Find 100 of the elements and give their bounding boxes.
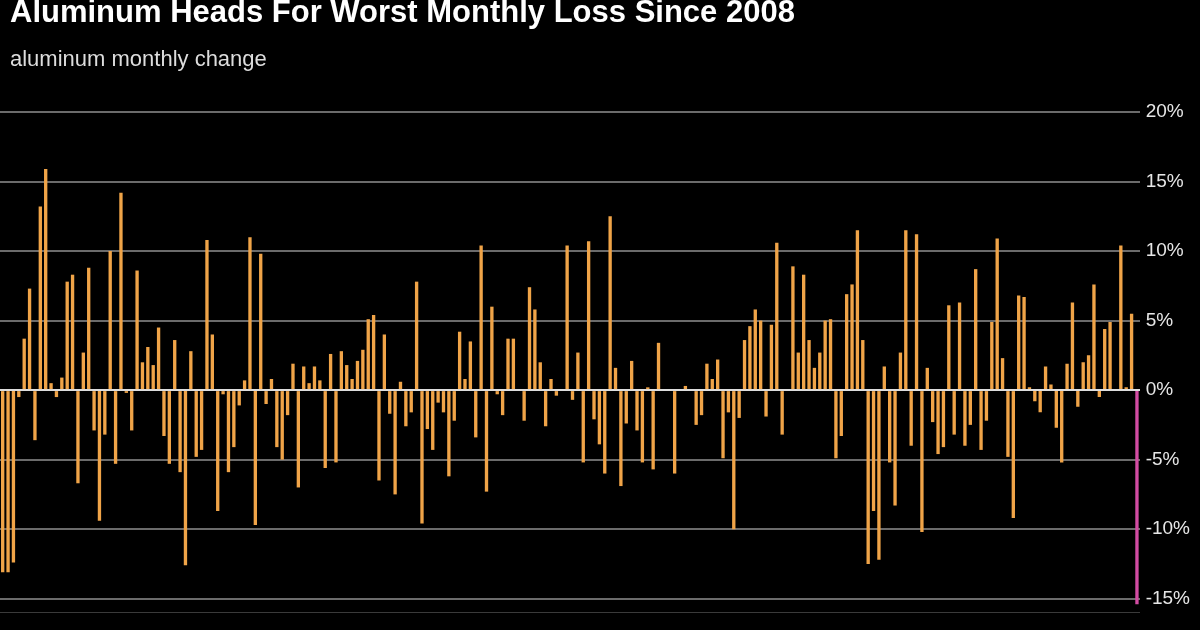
bar	[393, 391, 397, 495]
bar	[586, 241, 591, 390]
bar	[732, 391, 736, 530]
bar	[361, 349, 365, 390]
bar	[549, 378, 553, 390]
bar	[377, 391, 381, 481]
bar	[54, 391, 59, 398]
bar	[17, 391, 21, 398]
bar	[76, 391, 80, 484]
bar	[877, 391, 881, 560]
bar	[296, 391, 301, 488]
bar	[474, 391, 478, 438]
bar	[216, 391, 220, 512]
bar	[554, 391, 559, 396]
bar	[404, 391, 408, 427]
bar	[6, 391, 10, 573]
y-tick-label: 5%	[1145, 308, 1174, 330]
bar	[1081, 362, 1085, 390]
bar	[275, 391, 279, 448]
bar	[162, 391, 166, 436]
bar	[769, 324, 774, 390]
bar	[834, 391, 838, 459]
bar	[146, 347, 150, 390]
bar	[651, 391, 655, 470]
bar	[328, 353, 333, 390]
bar	[97, 391, 102, 521]
bar	[291, 363, 295, 390]
bar	[339, 351, 344, 390]
bar	[280, 391, 284, 460]
bar	[608, 216, 612, 390]
bar	[11, 391, 16, 563]
bar	[151, 365, 155, 390]
bar	[140, 362, 145, 390]
bar	[1, 391, 5, 573]
bar	[1103, 328, 1107, 390]
bar	[936, 391, 940, 455]
bar	[576, 352, 580, 390]
bar	[828, 319, 833, 390]
bar	[522, 391, 526, 421]
y-tick-label: -5%	[1145, 447, 1180, 469]
bar	[302, 366, 306, 390]
bar	[656, 342, 661, 390]
bar	[447, 391, 451, 477]
bar	[839, 391, 843, 436]
bar	[183, 391, 188, 566]
bar	[909, 391, 913, 446]
bar	[65, 281, 69, 390]
bar	[543, 391, 548, 427]
bar	[764, 391, 768, 417]
bar	[748, 326, 752, 390]
bar	[108, 251, 112, 390]
bar	[952, 391, 956, 435]
bar	[420, 391, 424, 524]
bar	[92, 391, 96, 431]
bar	[672, 391, 677, 474]
bar	[694, 391, 698, 425]
bar	[312, 366, 317, 390]
bar	[345, 365, 349, 390]
y-tick-label: 0%	[1145, 378, 1174, 400]
bar	[941, 391, 946, 448]
bar	[904, 230, 908, 390]
bar	[871, 391, 876, 512]
bar	[533, 309, 537, 390]
bar	[167, 391, 171, 464]
bar	[635, 391, 639, 431]
bar	[791, 266, 795, 390]
bar	[27, 288, 32, 390]
bar	[205, 239, 209, 390]
bar	[38, 206, 42, 390]
bar	[178, 391, 182, 473]
bar	[721, 391, 725, 459]
bar	[119, 192, 123, 390]
bar	[199, 391, 204, 450]
bar	[753, 309, 757, 390]
bar	[931, 391, 935, 423]
bar	[979, 391, 983, 450]
y-tick-label: 20%	[1145, 100, 1184, 122]
bar	[1108, 321, 1112, 390]
bar	[914, 234, 919, 390]
bar	[382, 334, 387, 390]
bar	[334, 391, 338, 463]
bar	[248, 237, 252, 390]
bar	[1135, 391, 1139, 605]
bar	[307, 383, 311, 390]
bar	[350, 378, 354, 390]
bar	[323, 391, 327, 468]
bar	[87, 267, 91, 390]
bar	[194, 391, 198, 457]
bar	[705, 363, 709, 390]
bar	[597, 391, 602, 445]
bar	[431, 391, 435, 450]
bar	[1022, 296, 1026, 390]
bar	[855, 230, 860, 390]
y-tick-label: 15%	[1145, 169, 1184, 191]
bar	[963, 391, 967, 446]
bar	[425, 391, 430, 430]
bar	[1119, 245, 1123, 390]
bar	[699, 391, 704, 416]
bar	[318, 380, 322, 390]
bar	[1043, 366, 1048, 390]
